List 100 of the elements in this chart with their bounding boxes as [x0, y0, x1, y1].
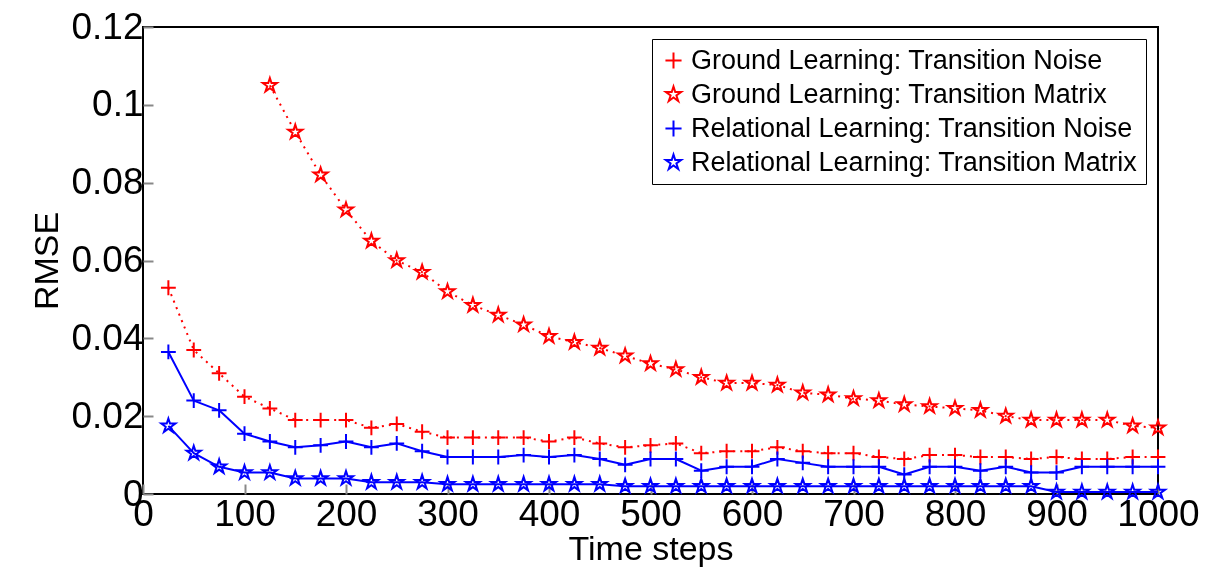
point — [742, 372, 762, 392]
point — [589, 473, 610, 493]
point — [1097, 409, 1118, 429]
y-axis-title: RMSE — [27, 211, 66, 311]
point — [970, 477, 991, 495]
point — [515, 446, 533, 464]
point — [412, 261, 432, 281]
point — [1122, 415, 1143, 435]
point — [489, 429, 507, 446]
x-tick-label: 1000 — [1117, 492, 1200, 534]
point — [1022, 450, 1040, 468]
point — [310, 164, 331, 184]
point — [565, 429, 583, 446]
x-tick-label: 900 — [1026, 492, 1088, 534]
point — [970, 399, 991, 419]
point — [843, 475, 864, 495]
point — [413, 423, 431, 441]
point — [818, 475, 838, 495]
point — [185, 392, 203, 410]
point — [362, 438, 380, 456]
point — [159, 279, 177, 297]
point — [768, 450, 786, 468]
point — [1048, 448, 1065, 466]
y-tick-label: 0.02 — [71, 394, 144, 436]
point — [362, 419, 380, 437]
point — [513, 473, 534, 493]
point — [183, 442, 204, 462]
point — [971, 462, 989, 480]
point — [692, 444, 710, 462]
point — [564, 331, 585, 351]
point — [361, 230, 382, 250]
legend-label: Relational Learning: Transition Noise — [691, 112, 1133, 143]
point — [236, 425, 253, 443]
point — [995, 405, 1016, 425]
point — [210, 401, 228, 419]
x-tick-label: 100 — [214, 492, 276, 534]
point — [388, 434, 406, 452]
point — [412, 471, 432, 491]
point — [540, 433, 558, 450]
point — [591, 434, 609, 452]
point — [1148, 481, 1168, 501]
y-tick-label: 0.1 — [92, 83, 144, 125]
point — [361, 471, 382, 491]
point — [716, 475, 737, 495]
point — [919, 475, 940, 495]
point — [1097, 481, 1118, 501]
point — [869, 475, 889, 495]
point — [236, 388, 253, 406]
y-tick-label: 0.04 — [71, 316, 144, 358]
point — [310, 468, 331, 487]
point — [312, 436, 330, 454]
point — [413, 442, 431, 460]
point — [995, 475, 1016, 495]
point — [792, 475, 813, 495]
point — [743, 442, 761, 460]
point — [285, 468, 306, 487]
point — [286, 411, 304, 429]
point — [185, 341, 203, 359]
point — [919, 396, 940, 415]
point — [388, 415, 406, 433]
point — [767, 374, 788, 394]
point — [718, 442, 736, 460]
point — [337, 433, 355, 450]
point — [691, 477, 712, 495]
point — [159, 343, 177, 361]
point — [463, 473, 483, 493]
x-tick-label: 300 — [417, 492, 479, 534]
point — [894, 394, 915, 414]
point — [463, 294, 483, 314]
point — [1046, 409, 1067, 429]
point — [488, 304, 509, 324]
point — [845, 444, 862, 462]
point — [589, 337, 610, 357]
point — [997, 458, 1015, 476]
point — [895, 450, 913, 468]
point — [488, 473, 509, 493]
point — [1021, 409, 1041, 429]
point — [616, 456, 634, 474]
x-tick-label: 200 — [315, 492, 378, 534]
point — [158, 415, 179, 435]
legend-label: Ground Learning: Transition Noise — [691, 44, 1103, 75]
point — [691, 366, 712, 386]
point — [261, 433, 279, 450]
point — [642, 436, 659, 454]
point — [564, 473, 585, 493]
point — [971, 448, 989, 466]
y-tick-label: 0.06 — [71, 239, 144, 280]
point — [386, 471, 407, 491]
point — [1072, 409, 1092, 429]
point — [439, 429, 456, 446]
point — [1072, 481, 1092, 501]
point — [591, 450, 609, 468]
point — [666, 475, 686, 495]
legend-label: Relational Learning: Transition Matrix — [691, 146, 1138, 177]
point — [945, 475, 965, 495]
point — [692, 462, 710, 480]
legend-label: Ground Learning: Transition Matrix — [691, 78, 1108, 109]
point — [615, 475, 635, 495]
point — [539, 473, 559, 493]
point — [742, 475, 762, 495]
